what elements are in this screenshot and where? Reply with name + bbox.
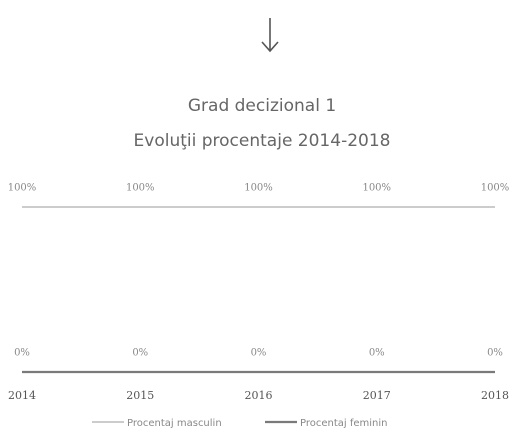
x-tick-label: 2016 xyxy=(245,389,273,402)
data-label: 0% xyxy=(369,348,385,359)
data-label: 100% xyxy=(362,183,391,194)
legend-label: Procentaj masculin xyxy=(127,418,222,429)
x-tick-label: 2015 xyxy=(126,389,154,402)
legend-label: Procentaj feminin xyxy=(300,418,388,429)
chart-title: Grad decizional 1 xyxy=(188,96,336,116)
data-label: 0% xyxy=(14,348,30,359)
chart-subtitle: Evoluţii procentaje 2014-2018 xyxy=(134,131,391,151)
data-label: 0% xyxy=(132,348,148,359)
data-label: 100% xyxy=(481,183,510,194)
data-label: 0% xyxy=(487,348,503,359)
data-label: 100% xyxy=(8,183,37,194)
data-label: 100% xyxy=(244,183,273,194)
data-label: 0% xyxy=(251,348,267,359)
data-label: 100% xyxy=(126,183,155,194)
down-arrow xyxy=(261,18,279,53)
x-tick-label: 2018 xyxy=(481,389,509,402)
x-tick-label: 2014 xyxy=(8,389,36,402)
x-tick-label: 2017 xyxy=(363,389,391,402)
